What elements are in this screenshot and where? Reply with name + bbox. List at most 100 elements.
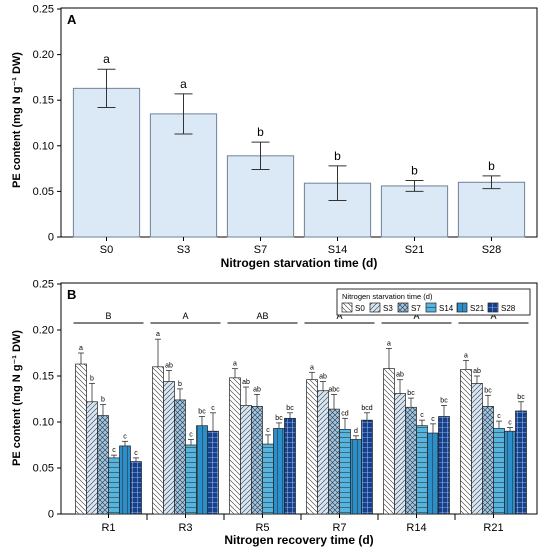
bar-S21 bbox=[380, 185, 449, 238]
group-letter-R21: A bbox=[490, 311, 496, 321]
bar-R5-S3 bbox=[240, 405, 252, 515]
bar-R21-S0 bbox=[460, 369, 472, 515]
y-tick-label: 0.05 bbox=[33, 463, 54, 475]
panel-a-xlabel: Nitrogen starvation time (d) bbox=[221, 256, 378, 270]
panel-b-frame bbox=[60, 282, 538, 515]
significance-letter-S3: a bbox=[180, 77, 187, 91]
legend-swatch-S3 bbox=[369, 302, 381, 313]
panel-a-bars: a a b b b b bbox=[72, 52, 526, 238]
x-tick-label-S7: S7 bbox=[254, 244, 267, 256]
y-tick-label: 0.25 bbox=[33, 4, 54, 16]
panel-b-chart: B PE content (mg N g⁻¹ DW) Nitrogen reco… bbox=[11, 279, 538, 547]
legend-title: Nitrogen starvation time (d) bbox=[342, 292, 433, 301]
significance-letter-R1-S7: b bbox=[101, 397, 105, 404]
legend-swatch-S7 bbox=[397, 302, 409, 313]
legend-label-S28: S28 bbox=[501, 304, 516, 313]
panel-a-x-axis: S0 S3 S7 S14 S21 S28 bbox=[100, 237, 502, 256]
legend-swatch-S14 bbox=[425, 302, 437, 313]
bar-R3-S28 bbox=[207, 430, 219, 515]
legend-label-S14: S14 bbox=[439, 304, 454, 313]
bar-R21-S28 bbox=[515, 410, 527, 515]
y-tick-label: 0.15 bbox=[33, 371, 54, 383]
legend-label-S7: S7 bbox=[411, 304, 421, 313]
group-letter-R3: A bbox=[182, 311, 188, 321]
bar-R7-S7 bbox=[328, 408, 340, 515]
bar-R7-S3 bbox=[317, 390, 329, 515]
y-tick-label: 0 bbox=[48, 509, 54, 521]
significance-letter-R1-S28: c bbox=[134, 450, 138, 457]
legend-swatch-S0 bbox=[341, 302, 353, 313]
bar-R3-S3 bbox=[163, 381, 175, 515]
x-tick-label-S28: S28 bbox=[482, 244, 502, 256]
panel-a-label: A bbox=[67, 12, 77, 27]
x-tick-label-S0: S0 bbox=[100, 244, 113, 256]
significance-letter-R5-S3: ab bbox=[242, 379, 250, 386]
panel-b-legend: Nitrogen starvation time (d) S0 S3 S7 S14 S2… bbox=[336, 288, 531, 316]
significance-letter-R7-S14: cd bbox=[341, 410, 349, 417]
x-tick-label-R5: R5 bbox=[255, 522, 269, 534]
y-tick-label: 0.20 bbox=[33, 325, 54, 337]
bar-R1-S21 bbox=[119, 445, 131, 515]
significance-letter-S21: b bbox=[411, 163, 418, 177]
significance-letter-R7-S21: d bbox=[354, 428, 358, 435]
significance-letter-S14: b bbox=[334, 149, 341, 163]
y-tick-label: 0.05 bbox=[33, 186, 54, 198]
bar-R14-S3 bbox=[394, 393, 406, 515]
significance-letter-R1-S14: c bbox=[112, 447, 116, 454]
x-tick-label-R14: R14 bbox=[406, 522, 426, 534]
y-tick-label: 0 bbox=[48, 232, 54, 244]
bar-R14-S21 bbox=[427, 432, 439, 515]
significance-letter-R14-S21: c bbox=[431, 416, 435, 423]
x-tick-label-R1: R1 bbox=[101, 522, 115, 534]
bar-R1-S28 bbox=[130, 461, 142, 515]
y-tick-label: 0.20 bbox=[33, 49, 54, 61]
significance-letter-R3-S21: bc bbox=[198, 408, 206, 415]
legend-label-S21: S21 bbox=[470, 304, 485, 313]
bar-R5-S21 bbox=[273, 428, 285, 515]
panel-b-xlabel: Nitrogen recovery time (d) bbox=[224, 533, 373, 547]
panel-b-x-axis: R1 R3 R5 R7 R14 R21 bbox=[101, 514, 504, 534]
bar-R21-S21 bbox=[504, 430, 516, 515]
panel-a-ylabel: PE content (mg N g⁻¹ DW) bbox=[11, 52, 23, 188]
panel-a-y-axis: 0 0.05 0.10 0.15 0.20 0.25 bbox=[33, 4, 61, 244]
bar-R7-S0 bbox=[306, 379, 318, 515]
x-tick-label-R21: R21 bbox=[483, 522, 503, 534]
bar-R5-S14 bbox=[262, 443, 274, 515]
bar-R1-S14 bbox=[108, 457, 120, 515]
legend-label-S0: S0 bbox=[355, 304, 365, 313]
bar-R3-S21 bbox=[196, 425, 208, 515]
y-tick-label: 0.10 bbox=[33, 140, 54, 152]
panel-b-ylabel: PE content (mg N g⁻¹ DW) bbox=[11, 330, 23, 466]
significance-letter-R7-S28: bcd bbox=[361, 405, 372, 412]
x-tick-label-S3: S3 bbox=[177, 244, 190, 256]
bar-R14-S0 bbox=[383, 368, 395, 515]
panel-a-frame bbox=[60, 7, 538, 238]
significance-letter-R7-S7: abc bbox=[328, 386, 340, 393]
legend-label-S3: S3 bbox=[383, 304, 393, 313]
significance-letter-R21-S21: c bbox=[508, 420, 512, 427]
significance-letter-R3-S3: ab bbox=[165, 362, 173, 369]
x-tick-label-S21: S21 bbox=[405, 244, 425, 256]
bar-R5-S28 bbox=[284, 417, 296, 515]
legend-swatch-S28 bbox=[487, 302, 499, 313]
bar-R21-S7 bbox=[482, 406, 494, 515]
significance-letter-R21-S7: bc bbox=[484, 387, 492, 394]
significance-letter-R3-S7: b bbox=[178, 381, 182, 388]
bar-S0 bbox=[72, 87, 141, 238]
panel-b-label: B bbox=[67, 287, 76, 302]
bar-R3-S0 bbox=[152, 366, 164, 515]
significance-letter-R7-S0: a bbox=[310, 364, 314, 371]
significance-letter-R1-S0: a bbox=[79, 345, 83, 352]
significance-letter-R21-S28: bc bbox=[517, 394, 525, 401]
y-tick-label: 0.10 bbox=[33, 417, 54, 429]
bar-R7-S28 bbox=[361, 419, 373, 515]
group-letter-R1: B bbox=[105, 311, 111, 321]
legend-swatch-S21 bbox=[456, 302, 468, 313]
bar-R3-S7 bbox=[174, 399, 186, 515]
significance-letter-R14-S0: a bbox=[387, 340, 391, 347]
significance-letter-S28: b bbox=[488, 159, 495, 173]
significance-letter-R1-S3: b bbox=[90, 375, 94, 382]
bar-R14-S14 bbox=[416, 425, 428, 515]
significance-letter-R5-S7: ab bbox=[253, 386, 261, 393]
